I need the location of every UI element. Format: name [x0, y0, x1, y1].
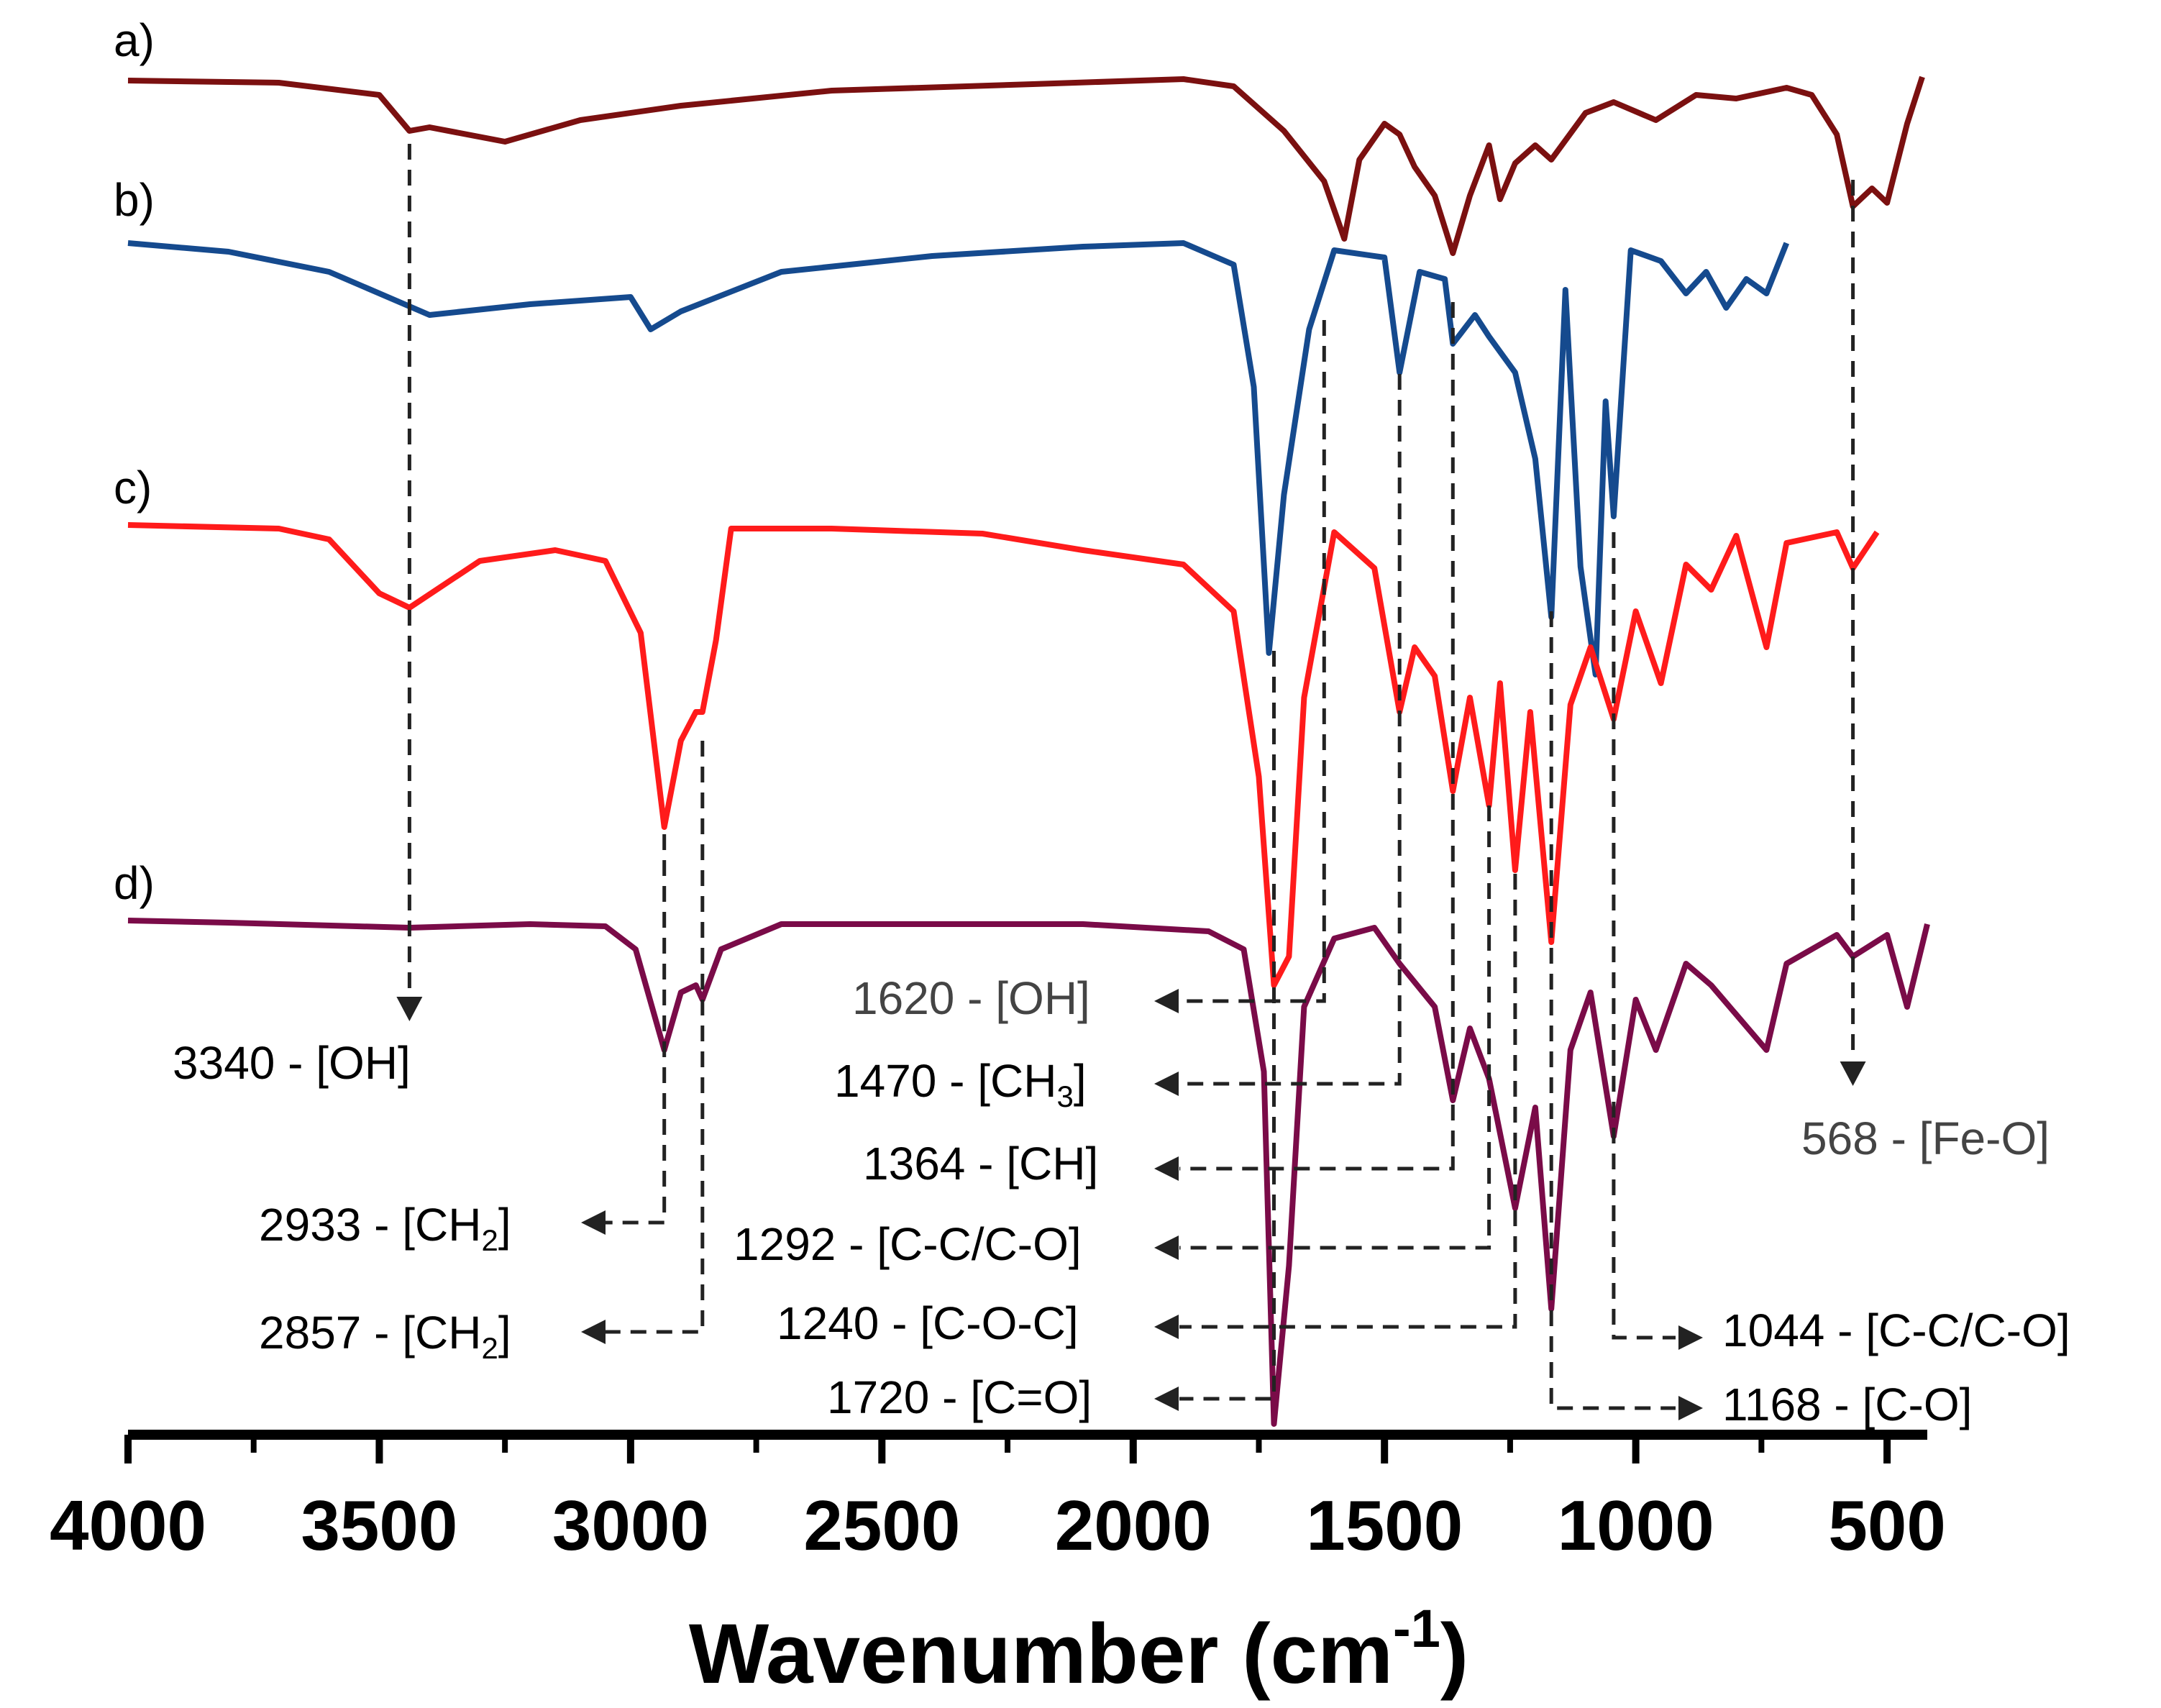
guide-1720 [1179, 651, 1276, 1401]
annotation-label-1240: 1240 - [C-O-C] [777, 1297, 1079, 1349]
annotation-label-3340: 3340 - [OH] [173, 1037, 411, 1089]
guide-1364 [1179, 302, 1455, 1171]
x-tick-label: 2500 [803, 1486, 960, 1565]
x-tick-label: 4000 [50, 1486, 206, 1565]
guide-2857-arrow [581, 1320, 606, 1344]
series-layer [127, 76, 1930, 1427]
annotation-label-2857: 2857 - [CH2] [259, 1307, 511, 1365]
x-tick-label: 3500 [301, 1486, 457, 1565]
guide-1044-arrow [1678, 1325, 1703, 1350]
annotation-label-1620: 1620 - [OH] [852, 972, 1090, 1024]
x-axis-ticks: 4000 3500 3000 2500 2000 1500 1000 500 [50, 1435, 1946, 1565]
guide-1720-arrow [1154, 1387, 1179, 1411]
guide-2933-arrow [581, 1210, 606, 1235]
annotation-label-1292: 1292 - [C-C/C-O] [734, 1218, 1082, 1270]
series-line-c [127, 522, 1880, 988]
guide-1168-arrow [1678, 1396, 1703, 1420]
annotation-label-1168: 1168 - [C-O] [1722, 1379, 1972, 1430]
guide-1292 [1179, 805, 1491, 1250]
x-tick-label: 500 [1828, 1486, 1946, 1565]
annotation-label-1720: 1720 - [C=O] [827, 1371, 1092, 1423]
x-tick-label: 3000 [552, 1486, 709, 1565]
guide-2933 [606, 834, 667, 1225]
guide-1240 [1179, 874, 1517, 1329]
annotation-label-1364: 1364 - [CH] [863, 1138, 1098, 1189]
guide-1364-arrow [1154, 1156, 1179, 1181]
annotation-label-568: 568 - [Fe-O] [1801, 1113, 2050, 1164]
guide-1044 [1612, 532, 1676, 1340]
series-label-a: a) [114, 14, 155, 66]
guide-1292-arrow [1154, 1236, 1179, 1260]
guide-3340-arrow [396, 997, 423, 1021]
annotation-label-2933: 2933 - [CH2] [259, 1199, 511, 1257]
guide-1620-arrow [1154, 989, 1179, 1013]
guide-2857 [606, 741, 705, 1334]
series-label-d: d) [114, 857, 155, 909]
guide-1240-arrow [1154, 1315, 1179, 1339]
x-tick-label: 1000 [1558, 1486, 1714, 1565]
x-axis-title: Wavenumber (cm-1) [689, 1599, 1468, 1702]
guide-568-arrow [1840, 1061, 1866, 1086]
guide-1470 [1179, 374, 1402, 1086]
x-tick-label: 2000 [1055, 1486, 1212, 1565]
series-label-c: c) [114, 462, 152, 513]
annotation-label-1044: 1044 - [C-C/C-O] [1722, 1305, 2070, 1356]
guide-layer [396, 144, 1866, 1420]
annotation-label-1470: 1470 - [CH3] [834, 1055, 1087, 1113]
guide-1620 [1179, 320, 1326, 1003]
guide-1168 [1549, 611, 1676, 1410]
series-line-a [127, 76, 1925, 256]
series-line-d [127, 918, 1930, 1427]
series-label-b: b) [114, 174, 155, 226]
series-line-b [127, 240, 1790, 677]
x-tick-label: 1500 [1306, 1486, 1463, 1565]
guide-1470-arrow [1154, 1072, 1179, 1096]
